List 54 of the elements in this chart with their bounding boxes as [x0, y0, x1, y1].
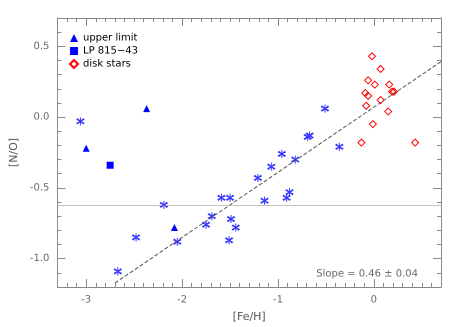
point — [320, 104, 330, 114]
point — [170, 224, 178, 232]
point — [368, 52, 376, 60]
y-tick-label: 0.0 — [34, 112, 50, 123]
point — [226, 214, 236, 224]
point — [216, 193, 226, 202]
point — [303, 132, 312, 142]
point — [370, 80, 379, 89]
point — [368, 120, 377, 128]
point — [202, 220, 211, 230]
x-tick-label: -2 — [177, 294, 188, 306]
point — [305, 131, 314, 140]
point — [231, 223, 240, 232]
point — [207, 212, 216, 221]
point — [364, 76, 372, 84]
x-axis-title: [Fe/H] — [232, 310, 266, 323]
point — [224, 236, 234, 245]
x-tick-label: 0 — [370, 294, 378, 306]
point — [172, 237, 182, 246]
point — [132, 232, 141, 242]
point — [159, 200, 168, 210]
point — [361, 89, 370, 98]
point — [277, 149, 286, 158]
y-axis-title: [N/O] — [7, 138, 20, 168]
point — [376, 96, 385, 104]
point — [357, 138, 366, 147]
point — [106, 162, 114, 169]
point — [290, 155, 300, 164]
legend-label: disk stars — [83, 58, 131, 70]
legend-label: LP 815−43 — [83, 46, 138, 56]
point — [113, 266, 122, 276]
y-tick-label: 0.5 — [34, 40, 50, 52]
annotation: Slope = 0.46 ± 0.04 — [316, 268, 418, 280]
point — [384, 107, 392, 116]
point — [143, 105, 150, 112]
point — [266, 162, 276, 172]
point — [362, 102, 370, 110]
point — [82, 144, 90, 152]
x-tick-label: -3 — [81, 294, 92, 306]
legend-label: upper limit — [83, 32, 138, 44]
point — [76, 116, 85, 126]
point — [226, 193, 235, 202]
point — [390, 88, 398, 96]
y-tick-label: -1.0 — [30, 253, 50, 264]
point — [364, 92, 372, 100]
point — [253, 173, 262, 182]
point — [376, 64, 385, 73]
point — [260, 196, 270, 206]
x-tick-label: -1 — [272, 294, 283, 306]
point — [334, 142, 344, 152]
y-tick-label: -0.5 — [30, 182, 50, 194]
point — [411, 138, 420, 147]
point — [388, 88, 396, 96]
point — [385, 80, 394, 89]
